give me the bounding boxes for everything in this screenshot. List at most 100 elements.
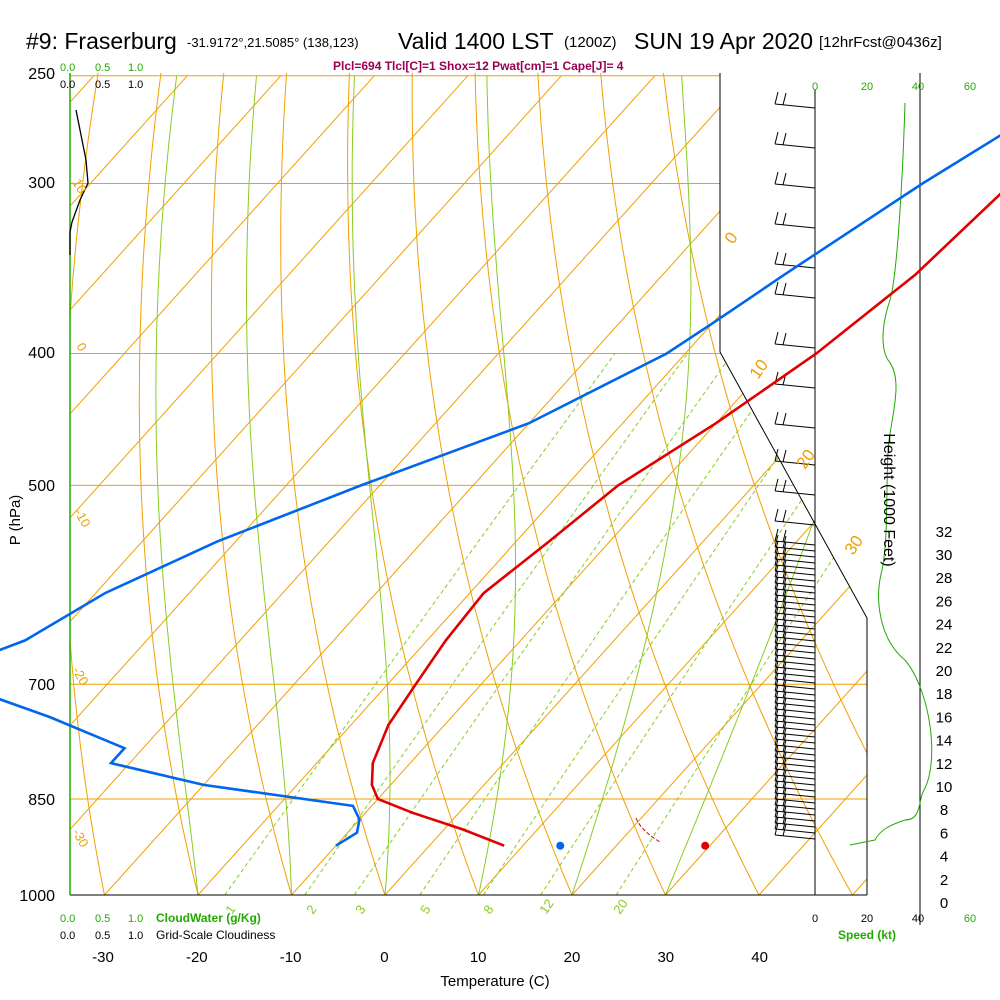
forecast-date: SUN 19 Apr 2020	[634, 28, 813, 54]
height-tick-label: 2	[940, 872, 948, 889]
isotherm-label: 10	[746, 356, 772, 382]
wind-barb-9	[774, 448, 816, 466]
height-tick-label: 32	[936, 524, 953, 541]
left-temp-label: 0	[73, 340, 90, 354]
moist-adiabat--10	[246, 75, 292, 895]
wind-barb-47	[774, 738, 816, 756]
dry-adiabat-70	[722, 73, 867, 895]
forecast-run: [12hrFcst@0436z]	[819, 34, 942, 51]
cloud-top-green-0: 0.0	[60, 62, 75, 74]
plot-frame	[719, 73, 868, 895]
speed-bottom-green-3: 60	[964, 913, 976, 925]
wind-barb-55	[774, 786, 816, 804]
wind-barb-1	[774, 131, 816, 149]
wind-barb-21	[774, 582, 816, 600]
left-temp-label: -10	[71, 506, 93, 530]
dry-adiabat-40	[536, 73, 775, 895]
wind-barb-34	[774, 660, 816, 678]
speed-top-1: 20	[861, 81, 873, 93]
y-tick-label: 500	[28, 478, 55, 495]
wind-barb-30	[774, 636, 816, 654]
dry-adiabat-30	[474, 73, 680, 895]
wind-barb-10	[774, 478, 816, 496]
wind-barb-14	[774, 540, 816, 558]
wind-barb-43	[774, 714, 816, 732]
x-tick-label: 0	[380, 949, 388, 966]
parcel-trace	[635, 817, 661, 843]
temperature-line	[370, 192, 1000, 847]
wind-barb-53	[774, 774, 816, 792]
x-tick-label: 20	[564, 949, 581, 966]
station-coords: -31.9172°,21.5085° (138,123)	[187, 35, 359, 50]
surface-dewpoint-dot	[556, 841, 565, 850]
wind-barb-2	[774, 171, 816, 189]
wind-barb-15	[774, 546, 816, 564]
height-axis-title: Height (1000 Feet)	[880, 433, 897, 566]
speed-top-3: 60	[964, 81, 976, 93]
wind-barb-24	[774, 600, 816, 618]
wind-barb-46	[774, 732, 816, 750]
cloud-bottom-black-1: 0.5	[95, 930, 110, 942]
mixing-ratio-20	[615, 353, 867, 895]
wind-barb-18	[774, 564, 816, 582]
wind-barb-33	[774, 654, 816, 672]
mixing-ratio-label: 3	[352, 902, 368, 917]
mixing-ratio-3	[353, 353, 733, 895]
height-tick-label: 18	[936, 686, 953, 703]
y-tick-label: 300	[28, 175, 55, 192]
wind-barb-27	[774, 618, 816, 636]
height-tick-label: 8	[940, 802, 948, 819]
wind-barb-29	[774, 630, 816, 648]
y-tick-label: 1000	[19, 888, 55, 905]
height-tick-label: 6	[940, 825, 948, 842]
wind-barb-17	[774, 558, 816, 576]
height-tick-label: 16	[936, 709, 953, 726]
y-tick-label: 250	[28, 66, 55, 83]
y-tick-label: 850	[28, 792, 55, 809]
wind-barb-7	[774, 371, 816, 389]
wind-barb-0	[774, 91, 816, 109]
wind-barb-28	[774, 624, 816, 642]
moist-adiabat-10	[478, 75, 516, 895]
x-tick-label: -20	[186, 949, 208, 966]
dewpoint-line	[0, 134, 1000, 847]
wind-barb-45	[774, 726, 816, 744]
cloud-bottom-green-0: 0.0	[60, 913, 75, 925]
wind-barb-32	[774, 648, 816, 666]
speed-bottom-black-0: 0	[812, 913, 818, 925]
surface-temperature-dot	[701, 841, 710, 850]
isobar-lines	[70, 75, 867, 895]
isotherm-40	[758, 75, 867, 895]
mixing-ratio-1	[224, 353, 616, 895]
wind-barb-38	[774, 684, 816, 702]
wind-barb-26	[774, 612, 816, 630]
cloud-bottom-black-0: 0.0	[60, 930, 75, 942]
wind-barb-19	[774, 570, 816, 588]
speed-bottom-black-2: 40	[912, 913, 924, 925]
dry-adiabat-60	[660, 73, 867, 895]
dry-adiabat--20	[138, 73, 206, 895]
x-axis-title: Temperature (C)	[440, 973, 549, 990]
mixing-ratio-label: 12	[536, 896, 557, 916]
wind-barb-58	[774, 804, 816, 822]
mixing-ratio-8	[482, 353, 850, 895]
dry-adiabat-50	[598, 73, 867, 895]
x-tick-label: 10	[470, 949, 487, 966]
dry-adiabat-10	[347, 73, 491, 895]
chart-title: #9: Fraserburg -31.9172°,21.5085° (138,1…	[26, 28, 942, 54]
wind-barb-57	[774, 798, 816, 816]
mixing-ratio-label: 5	[417, 902, 433, 917]
height-tick-label: 20	[936, 663, 953, 680]
cloud-top-green-2: 1.0	[128, 62, 143, 74]
wind-barb-42	[774, 708, 816, 726]
cloud-bottom-green-2: 1.0	[128, 913, 143, 925]
mixing-ratio-label: 2	[303, 902, 319, 917]
wind-barb-12	[774, 528, 816, 546]
speed-top-2: 40	[912, 81, 924, 93]
y-tick-label: 400	[28, 345, 55, 362]
wind-barbs	[774, 91, 816, 840]
wind-barb-40	[774, 696, 816, 714]
height-tick-label: 22	[936, 640, 953, 657]
isotherm-60	[946, 76, 1000, 895]
